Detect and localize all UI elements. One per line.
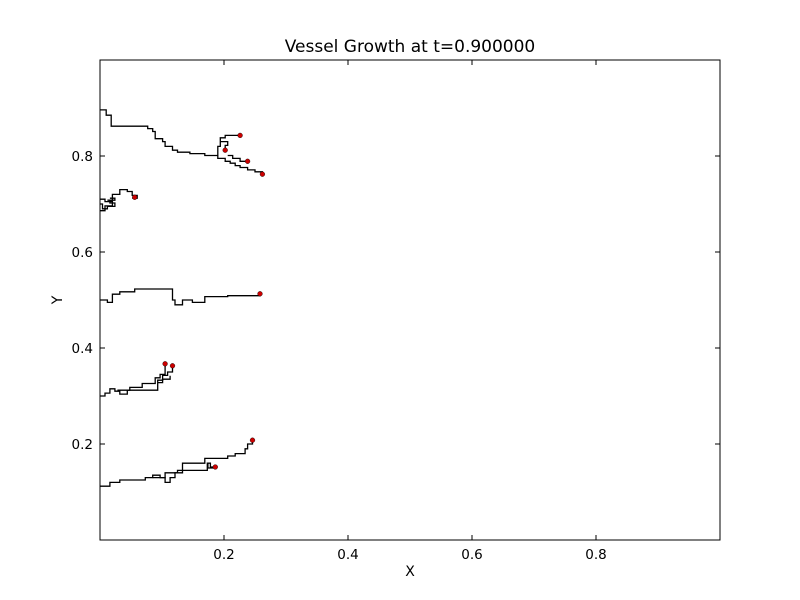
vessel-tip-8 xyxy=(169,363,176,369)
vessel-line-3 xyxy=(220,140,229,151)
vessel-line-7 xyxy=(107,197,116,201)
plot-area xyxy=(100,109,264,487)
plot-frame xyxy=(99,59,721,541)
y-tick-label: 0.6 xyxy=(72,245,93,261)
vessel-tips xyxy=(132,132,266,470)
vessel-line-14 xyxy=(207,463,216,469)
vessel-tip-3 xyxy=(245,158,251,164)
vessel-tip-1 xyxy=(237,132,243,139)
vessel-tip-10 xyxy=(212,464,218,470)
vessel-tip-2 xyxy=(222,147,228,153)
x-tick-label: 0.8 xyxy=(585,547,606,563)
vessel-line-1 xyxy=(100,109,264,175)
vessel-line-8 xyxy=(100,288,261,306)
x-tick-label: 0.2 xyxy=(213,547,234,563)
y-tick-label: 0.8 xyxy=(72,149,93,165)
vessel-line-2 xyxy=(217,134,241,156)
vessel-line-12 xyxy=(100,440,254,487)
vessel-line-11 xyxy=(157,375,171,384)
vessel-line-13 xyxy=(152,462,216,479)
y-tick-label: 0.2 xyxy=(72,437,93,453)
vessel-line-10 xyxy=(117,363,166,391)
vessel-tip-9 xyxy=(249,437,256,443)
vessel-line-6 xyxy=(100,198,114,212)
vessel-tip-7 xyxy=(162,361,168,367)
y-tick-label: 0.4 xyxy=(72,341,93,357)
x-tick-label: 0.6 xyxy=(461,547,482,563)
vessel-line-4 xyxy=(227,154,248,162)
x-tick-label: 0.4 xyxy=(337,547,358,563)
x-axis-label: X xyxy=(405,564,415,580)
axis-ticks: 0.2 0.4 0.6 0.8 0.2 0.4 0.6 0.8 xyxy=(72,60,720,563)
vessel-tip-4 xyxy=(259,171,266,177)
chart-title: Vessel Growth at t=0.900000 xyxy=(285,37,536,57)
y-axis-label: Y xyxy=(50,295,66,305)
vessel-line-9 xyxy=(100,365,174,397)
vessel-line-5 xyxy=(100,188,138,210)
vessel-tip-6 xyxy=(257,291,263,297)
vessel-tip-5 xyxy=(132,194,138,200)
